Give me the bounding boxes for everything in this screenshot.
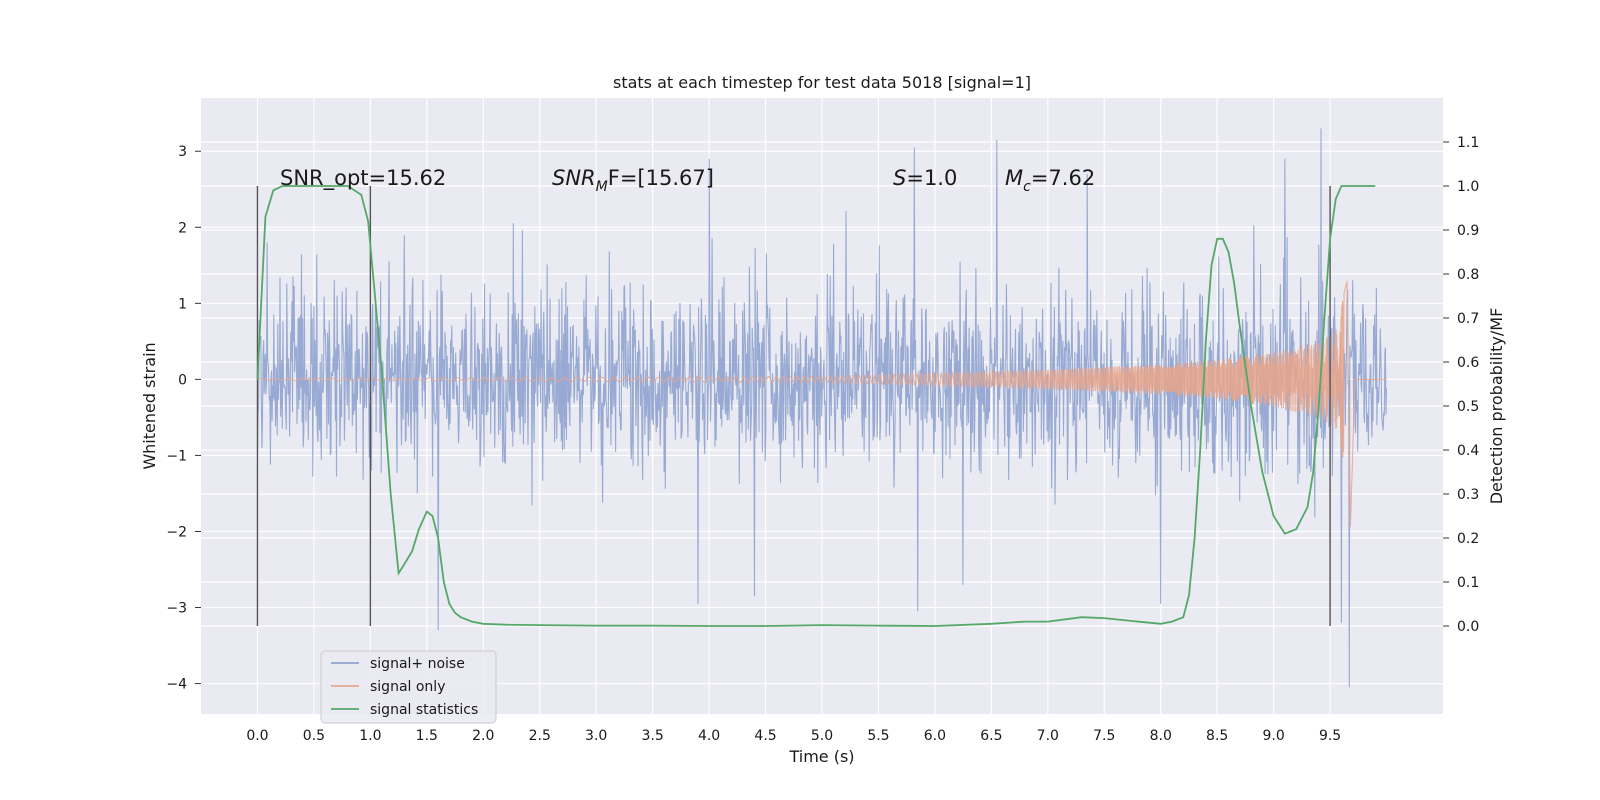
x-tick-label: 1.0 [359, 728, 381, 744]
annotation-snr-opt: SNR_opt=15.62 [280, 166, 446, 191]
x-tick-label: 4.5 [754, 728, 776, 744]
y-tick-label: 2 [178, 220, 187, 236]
x-tick-label: 6.0 [924, 728, 946, 744]
series-signal-only [257, 280, 1387, 527]
y-right-tick-label: 0.3 [1457, 487, 1479, 503]
x-tick-label: 3.5 [642, 728, 664, 744]
x-axis-label: Time (s) [788, 747, 854, 766]
x-tick-label: 0.5 [303, 728, 325, 744]
y-tick-label: 3 [178, 144, 187, 160]
annotation-s-value: =1.0 [906, 166, 957, 190]
annotation-mc-value: =7.62 [1031, 166, 1095, 190]
y-right-tick-label: 0.5 [1457, 399, 1479, 415]
y-right-tick-label: 0.8 [1457, 267, 1479, 283]
x-tick-label: 5.5 [867, 728, 889, 744]
annotation-s: S=1.0 [893, 166, 957, 190]
x-tick-label: 6.5 [980, 728, 1002, 744]
annotation-mc-sub: c [1023, 179, 1031, 195]
legend-label-signal-only: signal only [370, 679, 445, 695]
annotation-snr-mf-sub: M [596, 179, 608, 195]
annotation-snr-mf-tail: F=[15.67] [608, 166, 714, 190]
x-tick-label: 4.0 [698, 728, 720, 744]
y-tick-label: 0 [178, 372, 187, 388]
y-tick-label: −4 [166, 677, 187, 693]
chart-title: stats at each timestep for test data 501… [613, 73, 1031, 92]
signal-statistics-line [256, 185, 1376, 627]
signal-only-line [257, 280, 1387, 527]
y-axis-ticks: 3 2 1 0 −1 −2 −3 −4 [166, 144, 201, 693]
y-right-tick-label: 0.6 [1457, 355, 1479, 371]
y-right-tick-label: 1.0 [1457, 179, 1479, 195]
x-tick-label: 9.5 [1319, 728, 1341, 744]
x-tick-label: 3.0 [585, 728, 607, 744]
legend: signal+ noise signal only signal statist… [320, 650, 497, 724]
x-tick-label: 1.5 [416, 728, 438, 744]
y-tick-label: 1 [178, 296, 187, 312]
x-tick-label: 2.5 [529, 728, 551, 744]
y-right-tick-label: 1.1 [1457, 135, 1479, 151]
annotation-snr-mf-base: SNR [552, 166, 596, 190]
annotation-mc-base: M [1005, 166, 1023, 190]
annotation-mc: Mc=7.62 [1005, 166, 1095, 195]
x-tick-label: 7.0 [1037, 728, 1059, 744]
y-right-tick-label: 0.4 [1457, 443, 1479, 459]
y-right-axis-ticks: 1.1 1.0 0.9 0.8 0.7 0.6 0.5 0.4 0.3 0.2 0.1 0.0 [1443, 135, 1479, 635]
x-tick-label: 2.0 [472, 728, 494, 744]
x-tick-label: 8.0 [1150, 728, 1172, 744]
legend-box [320, 650, 497, 724]
legend-label-signal-statistics: signal statistics [370, 702, 478, 718]
x-tick-label: 7.5 [1093, 728, 1115, 744]
annotation-snr-mf: SNRMF=[15.67] [552, 166, 714, 195]
y-right-tick-label: 0.7 [1457, 311, 1479, 327]
y-tick-label: −3 [166, 601, 187, 617]
x-tick-label: 0.0 [246, 728, 268, 744]
y-right-tick-label: 0.9 [1457, 223, 1479, 239]
series-signal-noise [256, 128, 1388, 688]
y-tick-label: −2 [166, 524, 187, 540]
y-axis-label: Whitened strain [140, 342, 159, 469]
x-tick-label: 8.5 [1206, 728, 1228, 744]
y-right-tick-label: 0.2 [1457, 531, 1479, 547]
y-right-axis-label: Detection probability/MF [1487, 308, 1506, 505]
y-right-tick-label: 0.1 [1457, 575, 1479, 591]
signal-noise-line [256, 128, 1388, 688]
y-tick-label: −1 [166, 448, 187, 464]
x-tick-label: 9.0 [1263, 728, 1285, 744]
y-right-tick-label: 0.0 [1457, 619, 1479, 635]
annotation-s-label: S [893, 166, 906, 190]
x-axis-ticks: 0.0 0.5 1.0 1.5 2.0 2.5 3.0 3.5 4.0 4.5 5.0 5.5 6.0 6… [246, 728, 1341, 744]
legend-label-signal-noise: signal+ noise [370, 656, 465, 672]
x-tick-label: 5.0 [811, 728, 833, 744]
vertical-markers [256, 186, 1331, 626]
series-signal-statistics [256, 185, 1376, 627]
